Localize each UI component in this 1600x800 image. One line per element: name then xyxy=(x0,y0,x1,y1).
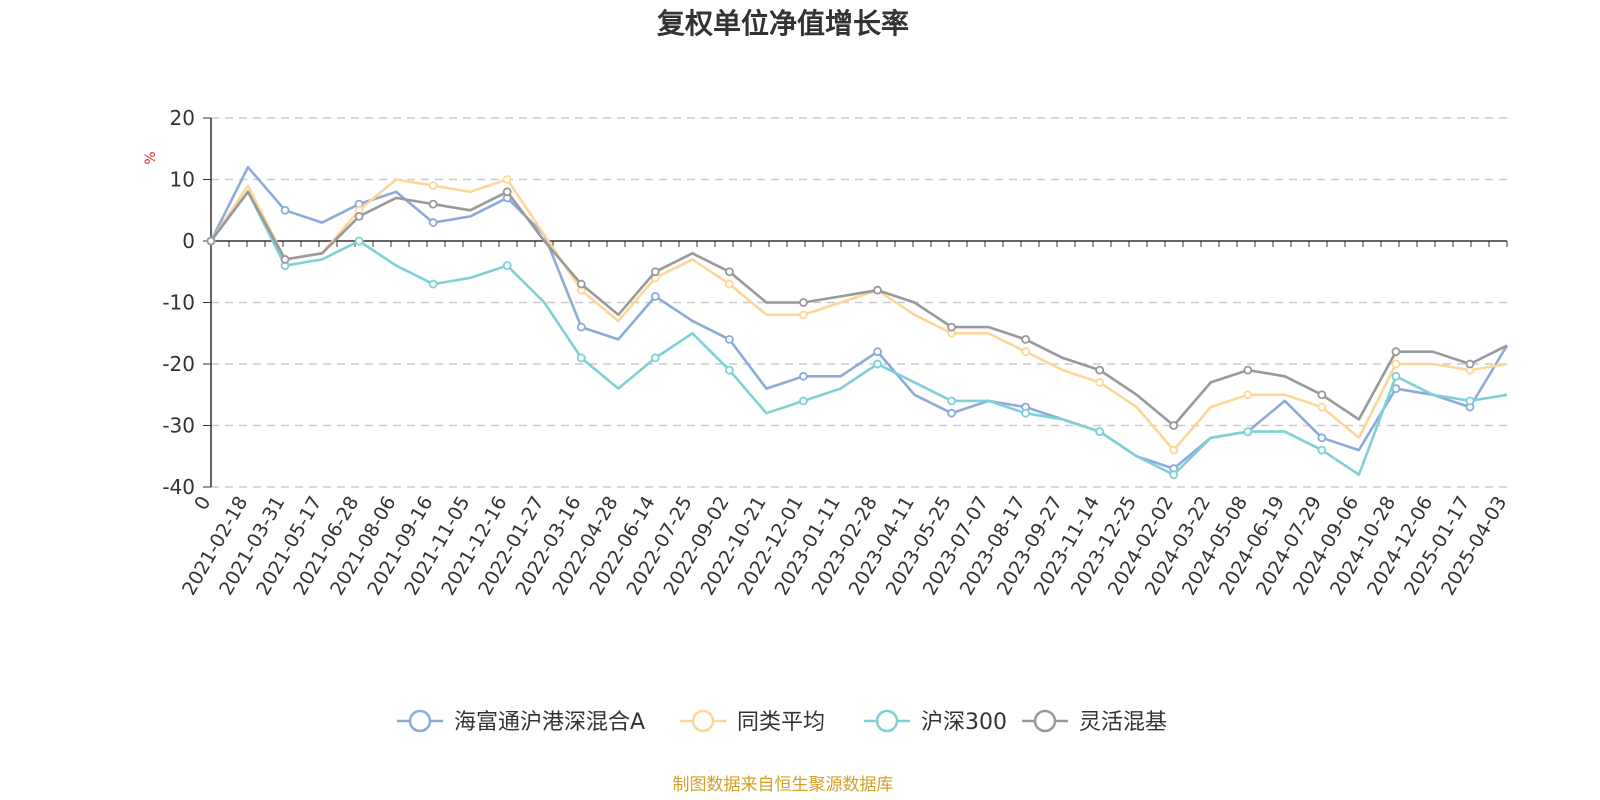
data-point[interactable] xyxy=(873,347,882,357)
data-point[interactable] xyxy=(1465,359,1475,369)
data-point[interactable] xyxy=(1095,365,1105,375)
legend-marker xyxy=(691,709,715,733)
legend-marker xyxy=(408,709,432,733)
series-layer xyxy=(206,165,1509,480)
data-point[interactable] xyxy=(1021,347,1031,357)
data-point[interactable] xyxy=(1169,470,1179,480)
data-point[interactable] xyxy=(1243,427,1253,437)
legend-label: 沪深300 xyxy=(921,710,1007,735)
y-tick-labels: 20 10 0 -10 -20 -30 -40 xyxy=(162,106,195,499)
data-point[interactable] xyxy=(725,365,734,375)
data-point[interactable] xyxy=(725,279,734,289)
data-point[interactable] xyxy=(725,334,734,344)
y-tick-label: -40 xyxy=(162,475,195,499)
y-tick-label: 0 xyxy=(182,229,195,253)
data-point[interactable] xyxy=(502,187,512,197)
legend-item[interactable]: 沪深300 xyxy=(864,709,1007,735)
data-point[interactable] xyxy=(947,396,956,406)
data-point[interactable] xyxy=(206,236,216,246)
data-point[interactable] xyxy=(799,298,808,307)
data-point[interactable] xyxy=(428,218,438,227)
data-point[interactable] xyxy=(576,279,586,289)
y-axis-unit: % xyxy=(143,151,159,164)
data-point[interactable] xyxy=(428,199,438,209)
data-point[interactable] xyxy=(1465,396,1475,406)
data-point[interactable] xyxy=(1317,390,1327,400)
data-point[interactable] xyxy=(947,408,956,418)
chart-title: 复权单位净值增长率 xyxy=(657,7,909,40)
data-point[interactable] xyxy=(576,322,586,332)
data-point[interactable] xyxy=(1169,421,1179,430)
series-line[interactable] xyxy=(209,178,1508,452)
data-point[interactable] xyxy=(280,205,290,215)
data-point[interactable] xyxy=(1243,365,1253,375)
x-tick-label: 0 xyxy=(190,493,215,514)
x-tick-labels: 02021-02-182021-03-312021-05-172021-06-2… xyxy=(178,492,1511,599)
data-point[interactable] xyxy=(354,236,364,246)
data-point[interactable] xyxy=(1391,347,1401,357)
data-point[interactable] xyxy=(1243,390,1253,400)
data-point[interactable] xyxy=(1021,334,1031,344)
legend-item[interactable]: 灵活混基 xyxy=(1022,709,1167,735)
data-point[interactable] xyxy=(502,175,512,184)
y-tick-label: 20 xyxy=(170,106,195,130)
data-point[interactable] xyxy=(1391,371,1401,381)
data-point[interactable] xyxy=(725,267,734,277)
data-point[interactable] xyxy=(873,285,882,295)
data-point[interactable] xyxy=(280,255,290,264)
data-point[interactable] xyxy=(428,181,438,191)
y-tick-label: -20 xyxy=(162,352,195,376)
y-tick-label: -30 xyxy=(162,414,195,438)
data-point[interactable] xyxy=(650,353,660,363)
data-point[interactable] xyxy=(1391,359,1401,369)
y-tick-label: -10 xyxy=(162,291,195,315)
data-point[interactable] xyxy=(1317,445,1327,455)
series-line[interactable] xyxy=(209,165,1509,470)
data-point[interactable] xyxy=(650,291,660,301)
data-point[interactable] xyxy=(799,396,808,406)
data-point[interactable] xyxy=(650,267,660,277)
data-point[interactable] xyxy=(873,359,882,369)
series-line[interactable] xyxy=(209,190,1508,477)
legend-marker xyxy=(1033,709,1057,733)
legend-item[interactable]: 同类平均 xyxy=(680,709,825,735)
data-point[interactable] xyxy=(1095,427,1105,437)
data-point[interactable] xyxy=(1095,378,1105,387)
data-point[interactable] xyxy=(354,211,364,221)
data-point[interactable] xyxy=(428,279,438,289)
data-point[interactable] xyxy=(947,322,956,332)
legend-marker xyxy=(875,709,899,733)
legend-label: 海富通沪港深混合A xyxy=(454,710,645,735)
data-point[interactable] xyxy=(502,261,512,271)
axis-layer xyxy=(203,117,1508,488)
legend-label: 灵活混基 xyxy=(1079,710,1167,735)
data-point[interactable] xyxy=(1169,445,1179,455)
data-point[interactable] xyxy=(799,310,808,320)
legend-label: 同类平均 xyxy=(737,710,825,735)
legend[interactable]: 海富通沪港深混合A 同类平均 沪深300 灵活混基 xyxy=(397,709,1167,735)
data-point[interactable] xyxy=(576,353,586,363)
y-tick-label: 10 xyxy=(170,168,195,192)
data-point[interactable] xyxy=(1317,402,1327,412)
series-line[interactable] xyxy=(209,190,1508,427)
legend-item[interactable]: 海富通沪港深混合A xyxy=(397,709,645,735)
data-point[interactable] xyxy=(1317,433,1327,443)
data-point[interactable] xyxy=(799,371,808,381)
grid-layer xyxy=(211,117,1507,488)
data-source-note: 制图数据来自恒生聚源数据库 xyxy=(673,775,894,795)
data-point[interactable] xyxy=(1021,408,1031,418)
